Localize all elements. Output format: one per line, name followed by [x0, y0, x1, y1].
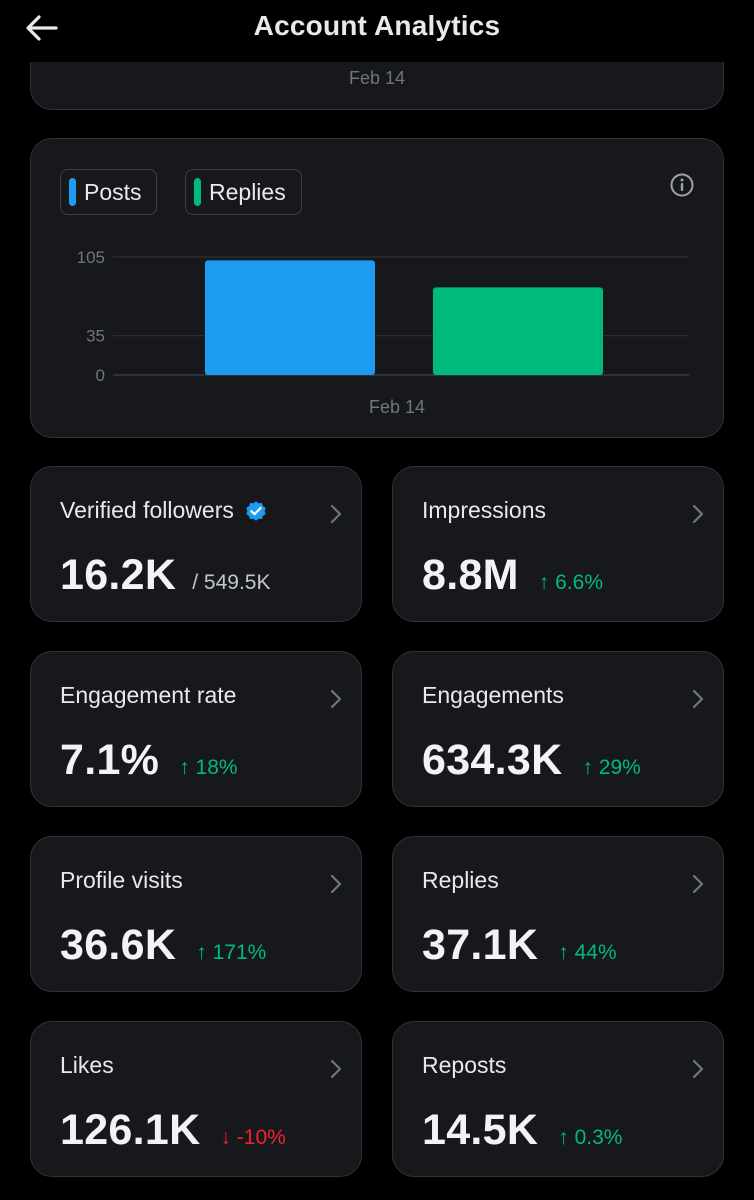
tile-change: ↓ -10%: [220, 1126, 286, 1149]
legend-replies-toggle[interactable]: Replies: [185, 169, 302, 215]
tile-impressions[interactable]: Impressions 8.8M ↑ 6.6%: [392, 466, 724, 622]
tile-reposts[interactable]: Reposts 14.5K ↑ 0.3%: [392, 1021, 724, 1177]
info-icon[interactable]: [669, 172, 695, 198]
tile-value: 634.3K: [422, 736, 563, 784]
bar-posts[interactable]: [205, 260, 375, 375]
bar-replies[interactable]: [433, 287, 603, 375]
chevron-right-icon[interactable]: [691, 873, 705, 895]
tile-change: ↑ 29%: [582, 756, 641, 779]
verified-badge-icon: [246, 500, 266, 521]
chevron-right-icon[interactable]: [329, 503, 343, 525]
tile-profile-visits[interactable]: Profile visits 36.6K ↑ 171%: [30, 836, 362, 992]
chevron-right-icon[interactable]: [329, 688, 343, 710]
tile-change: ↑ 6.6%: [538, 571, 603, 594]
tile-label: Verified followers: [60, 497, 234, 523]
y-tick-label: 105: [77, 248, 105, 267]
back-arrow-icon[interactable]: [24, 12, 60, 44]
legend-replies-label: Replies: [209, 178, 286, 205]
legend-posts-label: Posts: [84, 178, 142, 205]
chevron-right-icon[interactable]: [691, 1058, 705, 1080]
y-tick-label: 0: [96, 366, 105, 385]
tile-engagements[interactable]: Engagements 634.3K ↑ 29%: [392, 651, 724, 807]
tile-likes[interactable]: Likes 126.1K ↓ -10%: [30, 1021, 362, 1177]
tile-value: 14.5K: [422, 1106, 539, 1154]
tile-change: ↑ 18%: [179, 756, 238, 779]
tile-change: ↑ 44%: [558, 941, 617, 964]
tile-label: Replies: [422, 867, 499, 893]
tile-value: 7.1%: [60, 736, 160, 784]
replies-swatch: [194, 178, 201, 206]
tile-label: Reposts: [422, 1052, 507, 1078]
tile-label: Engagements: [422, 682, 564, 708]
posts-swatch: [69, 178, 76, 206]
bar-chart: 0 35 105 Feb 14: [77, 248, 689, 417]
tile-label: Profile visits: [60, 867, 183, 893]
legend-posts-toggle[interactable]: Posts: [60, 169, 157, 215]
posts-replies-chart-card: Posts Replies 0 35 105 Feb 14: [30, 138, 724, 438]
tile-label: Likes: [60, 1052, 114, 1078]
tile-value: 8.8M: [422, 551, 519, 599]
y-tick-label: 35: [86, 327, 105, 346]
tile-label: Impressions: [422, 497, 546, 523]
tile-replies[interactable]: Replies 37.1K ↑ 44%: [392, 836, 724, 992]
tile-engagement-rate[interactable]: Engagement rate 7.1% ↑ 18%: [30, 651, 362, 807]
tile-total: / 549.5K: [192, 571, 271, 594]
chevron-right-icon[interactable]: [329, 1058, 343, 1080]
x-tick-label: Feb 14: [369, 397, 425, 417]
chevron-right-icon[interactable]: [691, 688, 705, 710]
header-bar: Account Analytics: [0, 0, 754, 62]
tile-label: Engagement rate: [60, 682, 237, 708]
previous-chart-date: Feb 14: [348, 68, 406, 88]
chevron-right-icon[interactable]: [329, 873, 343, 895]
chevron-right-icon[interactable]: [691, 503, 705, 525]
tile-change: ↑ 171%: [196, 941, 267, 964]
tile-value: 16.2K: [60, 551, 177, 599]
tile-value: 126.1K: [60, 1106, 201, 1154]
page-title: Account Analytics: [253, 10, 501, 41]
tile-value: 36.6K: [60, 921, 177, 969]
tile-change: ↑ 0.3%: [558, 1126, 623, 1149]
tile-verified-followers[interactable]: Verified followers 16.2K / 549.5K: [30, 466, 362, 622]
tile-value: 37.1K: [422, 921, 539, 969]
